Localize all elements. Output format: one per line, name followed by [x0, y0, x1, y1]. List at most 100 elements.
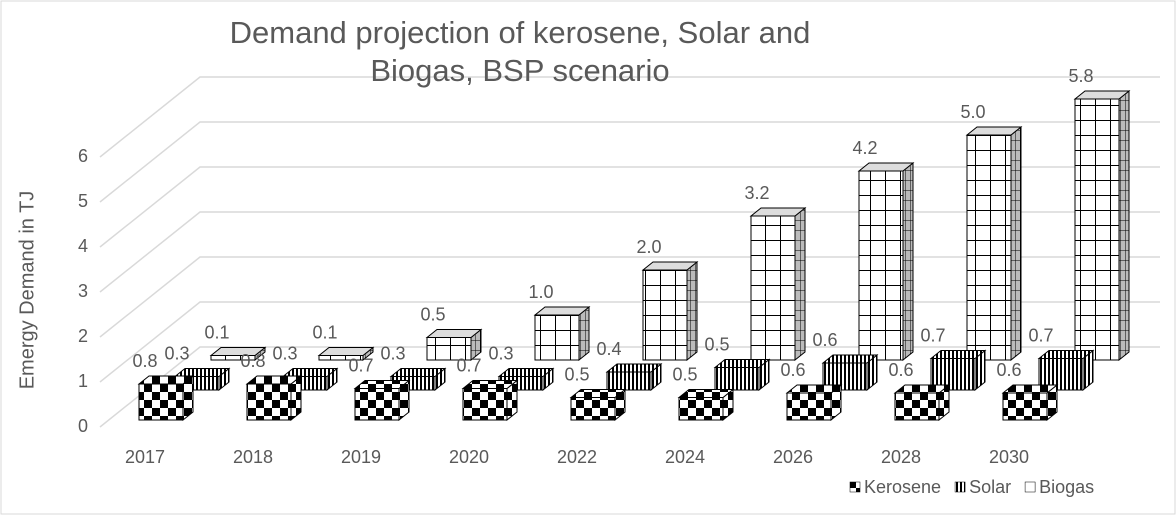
bar-top	[425, 329, 483, 338]
bar	[749, 206, 807, 362]
chart-title: Demand projection of kerosene, Solar and…	[229, 15, 811, 88]
bar-front	[570, 397, 616, 421]
bar-top	[1001, 384, 1059, 394]
bar-top	[713, 359, 771, 368]
x-tick-label: 2024	[665, 447, 705, 467]
bar	[605, 362, 663, 392]
bar-top	[173, 368, 231, 377]
bar-front	[678, 397, 724, 421]
bar-side	[794, 206, 806, 362]
grid-line	[99, 166, 1160, 248]
legend-swatch	[1024, 481, 1036, 493]
value-label: 0.8	[240, 351, 265, 371]
value-label: 0.5	[672, 364, 697, 384]
value-label: 0.1	[312, 322, 337, 342]
bar-front	[354, 388, 400, 421]
y-tick-label: 5	[78, 191, 88, 211]
y-tick-label: 2	[78, 326, 88, 346]
bar-front	[714, 367, 760, 391]
bar-front	[534, 314, 580, 361]
bar-top	[389, 368, 447, 377]
bar	[209, 346, 267, 362]
value-label: 0.7	[456, 355, 481, 375]
bar-top	[353, 380, 411, 389]
value-label: 0.3	[272, 343, 297, 363]
value-label: 0.7	[348, 355, 373, 375]
bar-front	[246, 383, 292, 421]
bar-top	[821, 354, 879, 364]
bar	[929, 349, 987, 392]
bar-top	[641, 261, 699, 271]
y-axis-label: Emergy Demand in TJ	[16, 191, 38, 390]
y-tick-label: 0	[78, 416, 88, 436]
bar-top	[785, 384, 843, 394]
value-label: 0.4	[596, 339, 621, 359]
bar-top	[533, 306, 591, 316]
grid-line	[99, 121, 1160, 203]
bar	[533, 305, 591, 362]
legend-label: Solar	[969, 477, 1011, 497]
bar-front	[894, 392, 940, 421]
bar	[461, 379, 519, 422]
value-label: 0.8	[132, 351, 157, 371]
value-label: 0.5	[704, 334, 729, 354]
y-tick-label: 4	[78, 236, 88, 256]
bar-top	[749, 207, 807, 217]
bar	[1001, 383, 1059, 422]
y-tick-label: 6	[78, 146, 88, 166]
value-label: 0.7	[1028, 325, 1053, 345]
bar	[1037, 349, 1095, 392]
bar-side	[578, 305, 590, 362]
bar-front	[966, 134, 1012, 361]
legend-label: Kerosene	[864, 477, 941, 497]
x-tick-label: 2030	[989, 447, 1029, 467]
bar-top	[209, 347, 267, 356]
bar-front	[642, 269, 688, 361]
value-label: 2.0	[636, 237, 661, 257]
bar	[893, 383, 951, 422]
value-label: 0.3	[488, 343, 513, 363]
value-label: 5.0	[960, 102, 985, 122]
x-tick-label: 2020	[449, 447, 489, 467]
bar-top	[245, 375, 303, 385]
grid-line	[99, 301, 1160, 383]
bar	[1073, 89, 1131, 362]
x-tick-label: 2022	[557, 447, 597, 467]
bar	[353, 379, 411, 422]
bar-top	[893, 384, 951, 394]
bar-top	[605, 363, 663, 373]
bar-top	[497, 368, 555, 377]
value-label: 4.2	[852, 138, 877, 158]
grid-line	[99, 346, 1160, 428]
bar	[785, 383, 843, 422]
y-tick-label: 1	[78, 371, 88, 391]
value-label: 0.7	[920, 325, 945, 345]
bar-side	[902, 161, 914, 362]
y-tick-label: 3	[78, 281, 88, 301]
bar-front	[1002, 392, 1048, 421]
bar	[713, 358, 771, 392]
bar	[677, 388, 735, 422]
value-label: 0.1	[204, 322, 229, 342]
value-label: 5.8	[1068, 66, 1093, 86]
x-tick-label: 2028	[881, 447, 921, 467]
bar-top	[461, 380, 519, 389]
bar-front	[606, 371, 652, 391]
bar-front	[786, 392, 832, 421]
bar	[821, 353, 879, 392]
x-tick-label: 2019	[341, 447, 381, 467]
bar-top	[1037, 350, 1095, 359]
bar-top	[857, 162, 915, 172]
bar-front	[1074, 98, 1120, 361]
bar	[965, 125, 1023, 362]
bar	[245, 374, 303, 422]
bar-top	[137, 375, 195, 385]
bar-top	[569, 389, 627, 398]
value-label: 0.3	[380, 343, 405, 363]
bar-top	[281, 368, 339, 377]
bar	[137, 374, 195, 422]
grid-line	[99, 256, 1160, 338]
bar	[641, 260, 699, 362]
